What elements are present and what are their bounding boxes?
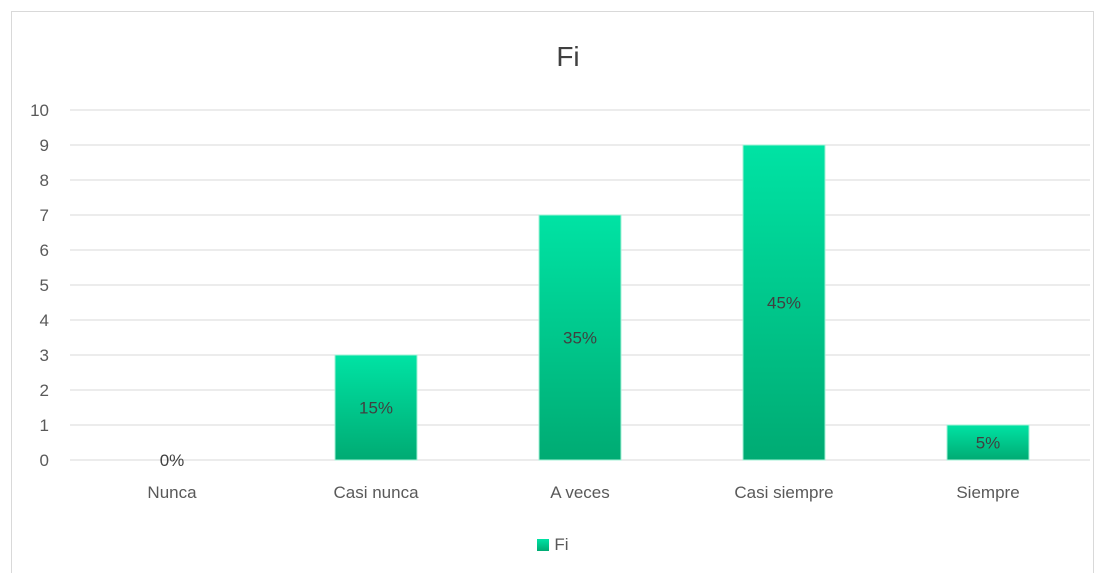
x-tick-label: A veces: [550, 483, 610, 502]
x-tick-label: Casi siempre: [734, 483, 833, 502]
x-tick-label: Siempre: [956, 483, 1019, 502]
legend-swatch-fi: [537, 539, 550, 551]
data-label: 5%: [976, 434, 1001, 453]
x-tick-label: Casi nunca: [333, 483, 419, 502]
y-tick-label: 3: [40, 346, 49, 365]
y-tick-label: 6: [40, 241, 49, 260]
bar: [334, 354, 418, 461]
data-labels: 0% 15% 35% 45% 5%: [160, 294, 1001, 471]
y-tick-label: 0: [40, 451, 49, 470]
data-label: 15%: [359, 399, 393, 418]
y-tick-label: 4: [40, 311, 49, 330]
legend-label-fi: Fi: [554, 535, 569, 554]
y-axis-ticks: 0 1 2 3 4 5 6 7 8 9 10: [30, 101, 49, 470]
bars: [334, 144, 1030, 461]
y-tick-label: 2: [40, 381, 49, 400]
x-tick-label: Nunca: [147, 483, 197, 502]
chart-title: Fi: [556, 41, 579, 72]
x-axis-ticks: Nunca Casi nunca A veces Casi siempre Siempr…: [147, 483, 1019, 502]
y-tick-label: 7: [40, 206, 49, 225]
bar: [538, 214, 622, 461]
data-label: 0%: [160, 451, 185, 470]
legend: Fi: [0, 535, 1106, 555]
y-tick-label: 9: [40, 136, 49, 155]
y-tick-label: 1: [40, 416, 49, 435]
y-tick-label: 8: [40, 171, 49, 190]
data-label: 45%: [767, 294, 801, 313]
y-tick-label: 5: [40, 276, 49, 295]
y-tick-label: 10: [30, 101, 49, 120]
bar: [742, 144, 826, 461]
data-label: 35%: [563, 329, 597, 348]
bar: [946, 424, 1030, 461]
